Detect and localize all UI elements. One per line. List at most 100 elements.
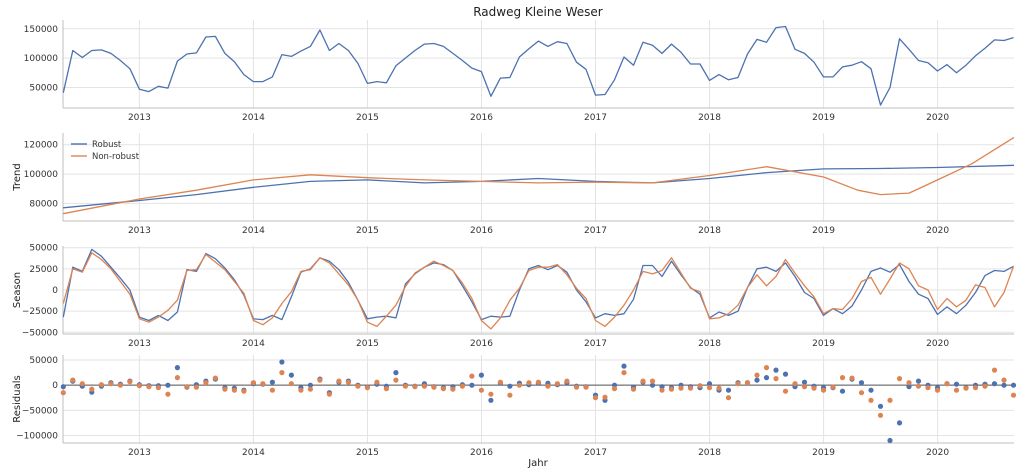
y-tick-label: −100000 <box>16 431 58 441</box>
y-tick-label: 0 <box>52 381 58 391</box>
residual-point-nonrobust <box>526 380 532 386</box>
residual-point-robust <box>279 359 285 365</box>
residual-point-nonrobust <box>573 384 580 390</box>
residual-point-robust <box>307 382 313 388</box>
x-tick-label: 2020 <box>926 113 949 123</box>
residual-point-robust <box>269 379 275 385</box>
residual-point-robust <box>174 365 180 371</box>
x-tick-label: 2019 <box>812 113 835 123</box>
x-tick-label: 2013 <box>128 339 151 349</box>
residual-point-robust <box>953 381 960 387</box>
residual-point-nonrobust <box>630 386 637 392</box>
residual-point-nonrobust <box>317 377 323 383</box>
y-tick-label: 100000 <box>24 170 59 180</box>
residual-point-nonrobust <box>972 385 979 391</box>
residual-point-robust <box>868 387 874 393</box>
legend: Robust Non-robust <box>71 140 140 162</box>
residual-point-nonrobust <box>507 392 513 398</box>
residual-point-nonrobust <box>222 386 228 392</box>
residual-point-nonrobust <box>982 383 988 389</box>
x-tick-label: 2020 <box>926 448 949 458</box>
x-tick-label: 2016 <box>470 448 493 458</box>
residual-point-nonrobust <box>820 387 827 393</box>
residual-point-robust <box>763 375 770 381</box>
x-tick-label: 2016 <box>470 113 493 123</box>
residual-point-nonrobust <box>1001 377 1007 383</box>
residual-point-nonrobust <box>383 386 389 392</box>
residual-point-nonrobust <box>326 391 332 397</box>
residual-point-nonrobust <box>896 376 903 382</box>
residual-point-nonrobust <box>602 394 608 400</box>
x-tick-label: 2020 <box>926 339 949 349</box>
residual-point-nonrobust <box>725 395 732 401</box>
residual-point-nonrobust <box>516 382 523 388</box>
residual-point-nonrobust <box>963 385 969 391</box>
x-tick-label: 2019 <box>812 339 835 349</box>
panel-observed: 2013 2014 2015 2016 2017 2018 2019 2020 50000 100… <box>24 20 1014 123</box>
residual-point-nonrobust <box>906 380 912 386</box>
x-tick-label: 2017 <box>584 226 607 236</box>
residual-point-nonrobust <box>545 383 551 389</box>
residual-point-nonrobust <box>763 365 770 371</box>
residual-point-nonrobust <box>450 386 456 392</box>
series-line-robust <box>62 25 1014 106</box>
residual-point-nonrobust <box>231 387 237 393</box>
residual-point-nonrobust <box>1010 392 1017 398</box>
x-tick-label: 2018 <box>698 339 721 349</box>
residual-point-nonrobust <box>117 382 123 388</box>
residual-point-robust <box>782 371 789 377</box>
residual-point-robust <box>165 382 171 388</box>
y-tick-label: 25000 <box>29 265 58 275</box>
residual-point-nonrobust <box>697 383 703 389</box>
residual-point-nonrobust <box>136 383 142 389</box>
x-tick-label: 2018 <box>698 113 721 123</box>
residual-point-nonrobust <box>421 383 427 389</box>
residual-point-nonrobust <box>108 381 114 387</box>
x-tick-label: 2015 <box>356 226 379 236</box>
series-line-robust <box>62 248 1014 322</box>
y-tick-label: −50000 <box>22 328 58 338</box>
x-tick-label: 2015 <box>356 448 379 458</box>
residual-point-robust <box>469 382 475 388</box>
residual-point-nonrobust <box>288 381 294 387</box>
residual-point-nonrobust <box>269 387 275 393</box>
residual-point-nonrobust <box>991 367 998 373</box>
series-line-robust <box>62 164 1015 209</box>
residual-point-nonrobust <box>184 384 190 390</box>
residual-point-nonrobust <box>668 386 675 392</box>
residual-point-robust <box>896 420 903 426</box>
residual-point-nonrobust <box>839 375 846 381</box>
residual-point-nonrobust <box>488 391 494 397</box>
residual-point-nonrobust <box>944 381 950 387</box>
residual-point-nonrobust <box>345 379 351 385</box>
residual-point-robust <box>649 382 656 388</box>
residual-point-robust <box>488 397 494 403</box>
residual-point-nonrobust <box>497 379 503 385</box>
residual-point-nonrobust <box>431 384 437 390</box>
residual-point-nonrobust <box>307 386 313 392</box>
y-tick-label: 80000 <box>29 199 58 209</box>
residual-point-robust <box>887 437 893 444</box>
residual-point-robust <box>1001 382 1007 388</box>
x-tick-label: 2014 <box>242 448 265 458</box>
residual-point-robust <box>754 377 760 383</box>
y-tick-label: 50000 <box>29 244 58 254</box>
x-tick-label: 2013 <box>128 226 151 236</box>
series-line-nonrobust <box>62 136 1015 215</box>
residual-point-nonrobust <box>146 384 152 390</box>
panel-trend: 2013 2014 2015 2016 2017 2018 2019 2020 80000 100… <box>12 133 1015 236</box>
residual-point-nonrobust <box>792 381 798 387</box>
residual-point-robust <box>621 363 627 369</box>
residual-point-robust <box>877 403 884 409</box>
residual-point-nonrobust <box>393 377 399 383</box>
residual-point-robust <box>991 381 998 387</box>
residual-point-nonrobust <box>79 381 85 387</box>
x-tick-label: 2019 <box>812 226 835 236</box>
y-tick-label: −25000 <box>22 307 58 317</box>
legend-label: Robust <box>92 140 122 150</box>
residual-point-nonrobust <box>165 391 171 397</box>
residual-point-nonrobust <box>592 395 599 401</box>
residual-point-nonrobust <box>953 387 960 393</box>
y-axis-label: Trend <box>12 163 23 191</box>
